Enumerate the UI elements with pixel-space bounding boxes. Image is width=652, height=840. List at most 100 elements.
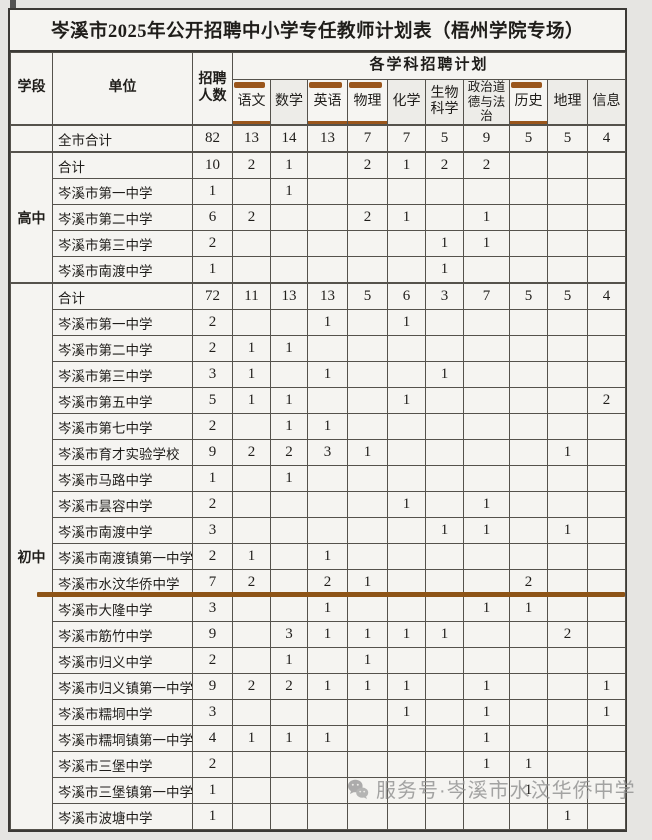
value-cell: 1 bbox=[387, 204, 426, 231]
value-cell: 2 bbox=[232, 204, 271, 231]
stage-cell bbox=[10, 124, 53, 153]
subject-header: 语文 bbox=[232, 79, 271, 126]
value-cell bbox=[307, 256, 348, 284]
table-row: 岑溪市归义镇第一中学 9 2 2 1 1 1 1 1 bbox=[11, 673, 627, 700]
value-cell bbox=[425, 803, 464, 830]
value-cell bbox=[307, 803, 348, 830]
value-cell bbox=[547, 387, 588, 414]
value-cell bbox=[586, 491, 627, 518]
value-cell bbox=[547, 151, 588, 179]
value-cell bbox=[387, 543, 426, 570]
value-cell bbox=[586, 517, 627, 544]
value-cell bbox=[387, 439, 426, 466]
value-cell bbox=[463, 387, 510, 414]
stage-cell: 初中 bbox=[10, 282, 53, 830]
value-cell bbox=[586, 335, 627, 362]
unit-cell: 岑溪市马路中学 bbox=[52, 465, 193, 492]
value-cell bbox=[463, 543, 510, 570]
count-cell: 1 bbox=[192, 777, 233, 804]
value-cell: 5 bbox=[509, 124, 548, 153]
table-row: 初中 合计 72 11 13 13 5 6 3 7 5 5 4 bbox=[10, 282, 627, 830]
count-cell: 2 bbox=[192, 647, 233, 674]
count-cell: 3 bbox=[192, 517, 233, 544]
unit-cell: 岑溪市筋竹中学 bbox=[52, 621, 193, 648]
value-cell bbox=[270, 543, 308, 570]
count-cell: 2 bbox=[192, 413, 233, 440]
value-cell bbox=[387, 230, 426, 257]
value-cell bbox=[270, 491, 308, 518]
value-cell: 1 bbox=[347, 673, 388, 700]
unit-cell: 岑溪市第三中学 bbox=[52, 361, 193, 388]
value-cell bbox=[425, 309, 464, 336]
value-cell bbox=[347, 699, 388, 726]
unit-cell: 岑溪市糯垌中学 bbox=[52, 699, 193, 726]
unit-cell: 岑溪市第一中学 bbox=[52, 309, 193, 336]
unit-cell: 岑溪市第五中学 bbox=[52, 387, 193, 414]
subject-header: 历史 bbox=[509, 79, 548, 126]
value-cell bbox=[232, 699, 271, 726]
value-cell bbox=[586, 751, 627, 778]
value-cell bbox=[586, 439, 627, 466]
unit-cell: 岑溪市归义中学 bbox=[52, 647, 193, 674]
value-cell: 1 bbox=[270, 335, 308, 362]
value-cell bbox=[232, 751, 271, 778]
count-column-header: 招聘人数 bbox=[192, 52, 233, 126]
count-cell: 5 bbox=[192, 387, 233, 414]
value-cell: 1 bbox=[387, 309, 426, 336]
value-cell: 1 bbox=[463, 699, 510, 726]
value-cell bbox=[509, 725, 548, 752]
value-cell bbox=[387, 517, 426, 544]
value-cell: 1 bbox=[387, 621, 426, 648]
value-cell bbox=[307, 699, 348, 726]
stage-cell: 高中 bbox=[10, 151, 53, 284]
count-cell: 1 bbox=[192, 465, 233, 492]
count-cell: 2 bbox=[192, 751, 233, 778]
value-cell bbox=[586, 647, 627, 674]
value-cell bbox=[232, 230, 271, 257]
value-cell bbox=[307, 230, 348, 257]
recruitment-plan-sheet: 岑溪市2025年公开招聘中小学专任教师计划表（梧州学院专场） 学段 单位 招聘人… bbox=[8, 8, 627, 832]
value-cell bbox=[307, 465, 348, 492]
count-cell: 9 bbox=[192, 673, 233, 700]
value-cell bbox=[586, 178, 627, 205]
value-cell: 2 bbox=[232, 151, 271, 179]
value-cell: 1 bbox=[307, 673, 348, 700]
value-cell bbox=[347, 595, 388, 622]
photo-corner-mark bbox=[10, 0, 16, 10]
value-cell bbox=[509, 230, 548, 257]
table-row: 全市合计 82 13 14 13 7 7 5 9 5 5 4 bbox=[10, 124, 627, 153]
value-cell bbox=[547, 569, 588, 596]
value-cell: 1 bbox=[425, 361, 464, 388]
value-cell bbox=[347, 361, 388, 388]
value-cell bbox=[425, 595, 464, 622]
value-cell bbox=[425, 725, 464, 752]
value-cell bbox=[425, 699, 464, 726]
value-cell bbox=[270, 595, 308, 622]
unit-cell: 岑溪市波塘中学 bbox=[52, 803, 193, 830]
table-row: 岑溪市第一中学 2 1 1 bbox=[11, 309, 627, 336]
value-cell: 2 bbox=[232, 439, 271, 466]
value-cell bbox=[509, 517, 548, 544]
value-cell bbox=[307, 491, 348, 518]
value-cell bbox=[387, 178, 426, 205]
value-cell: 13 bbox=[307, 282, 348, 310]
value-cell bbox=[347, 725, 388, 752]
value-cell bbox=[425, 204, 464, 231]
unit-cell: 全市合计 bbox=[52, 124, 193, 153]
value-cell bbox=[232, 309, 271, 336]
value-cell: 1 bbox=[463, 491, 510, 518]
value-cell: 1 bbox=[307, 361, 348, 388]
subject-header: 政治道德与法治 bbox=[463, 79, 510, 126]
value-cell bbox=[347, 309, 388, 336]
value-cell bbox=[547, 595, 588, 622]
value-cell bbox=[425, 387, 464, 414]
table-row: 岑溪市第二中学 2 1 1 bbox=[11, 335, 627, 362]
subject-header: 信息 bbox=[586, 79, 627, 126]
value-cell bbox=[387, 361, 426, 388]
value-cell: 2 bbox=[270, 439, 308, 466]
value-cell: 14 bbox=[270, 124, 308, 153]
count-cell: 72 bbox=[192, 282, 233, 310]
value-cell: 5 bbox=[425, 124, 464, 153]
value-cell bbox=[425, 751, 464, 778]
value-cell: 2 bbox=[463, 151, 510, 179]
